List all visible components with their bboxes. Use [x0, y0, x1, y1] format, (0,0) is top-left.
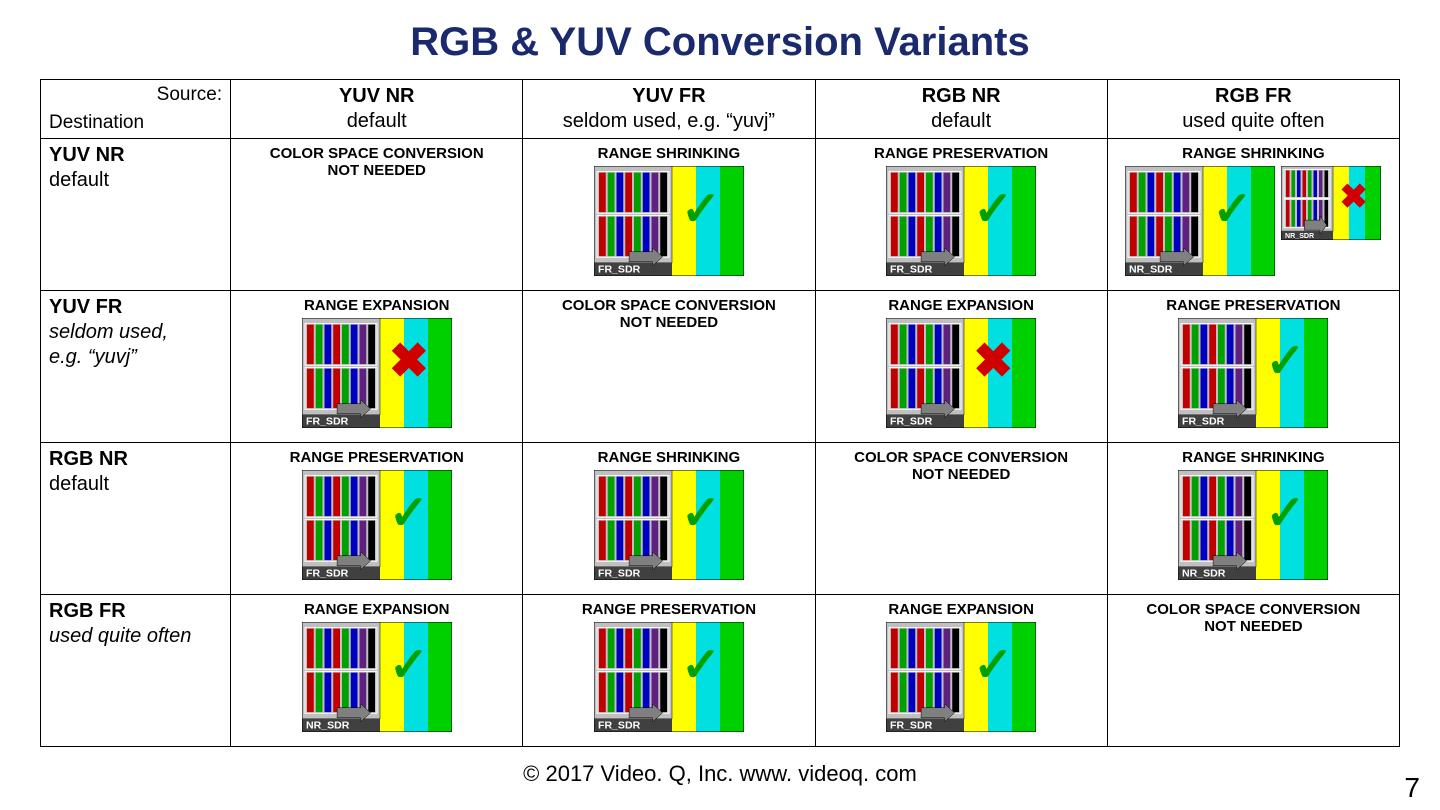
cell-label: RANGE EXPANSION	[824, 599, 1099, 618]
cell-label: COLOR SPACE CONVERSIONNOT NEEDED	[824, 447, 1099, 484]
conversion-table: Source: Destination YUV NRdefault YUV FR…	[40, 79, 1400, 747]
thumb: FR_SDR ✓	[594, 166, 744, 281]
cell-label: RANGE EXPANSION	[239, 599, 514, 618]
svg-text:NR_SDR: NR_SDR	[1129, 264, 1173, 276]
cell-label: RANGE PRESERVATION	[824, 143, 1099, 162]
cell-label: RANGE SHRINKING	[531, 447, 806, 466]
col-head-1: YUV FRseldom used, e.g. “yuvj”	[523, 80, 815, 139]
thumb: FR_SDR ✖	[886, 318, 1036, 433]
check-icon: ✓	[1212, 186, 1252, 234]
svg-text:NR_SDR: NR_SDR	[306, 720, 350, 732]
thumb: NR_SDR ✓	[1125, 166, 1275, 281]
thumb: NR_SDR ✖	[1281, 166, 1381, 245]
cell-label: RANGE PRESERVATION	[531, 599, 806, 618]
cell-1-2: RANGE EXPANSION FR_SDR ✖	[815, 291, 1107, 443]
cell-label: RANGE PRESERVATION	[239, 447, 514, 466]
col-head-0: YUV NRdefault	[231, 80, 523, 139]
check-icon: ✓	[1265, 490, 1305, 538]
svg-text:FR_SDR: FR_SDR	[598, 568, 641, 580]
check-icon: ✓	[681, 490, 721, 538]
corner-cell: Source: Destination	[41, 80, 231, 139]
row-head-2: RGB NRdefault	[41, 443, 231, 595]
cross-icon: ✖	[973, 338, 1013, 386]
svg-text:NR_SDR: NR_SDR	[1285, 232, 1314, 240]
thumb: FR_SDR ✓	[886, 622, 1036, 737]
svg-text:FR_SDR: FR_SDR	[306, 416, 349, 428]
svg-text:FR_SDR: FR_SDR	[1182, 416, 1225, 428]
cell-2-2: COLOR SPACE CONVERSIONNOT NEEDED	[815, 443, 1107, 595]
cell-label: RANGE EXPANSION	[824, 295, 1099, 314]
svg-text:FR_SDR: FR_SDR	[890, 720, 933, 732]
cell-3-3: COLOR SPACE CONVERSIONNOT NEEDED	[1107, 595, 1399, 747]
thumb: FR_SDR ✖	[302, 318, 452, 433]
svg-text:FR_SDR: FR_SDR	[890, 416, 933, 428]
check-icon: ✓	[973, 186, 1013, 234]
col-head-2: RGB NRdefault	[815, 80, 1107, 139]
thumb: FR_SDR ✓	[886, 166, 1036, 281]
cell-1-3: RANGE PRESERVATION FR_SDR ✓	[1107, 291, 1399, 443]
svg-text:FR_SDR: FR_SDR	[598, 720, 641, 732]
cross-icon: ✖	[389, 338, 429, 386]
cell-3-1: RANGE PRESERVATION FR_SDR ✓	[523, 595, 815, 747]
svg-text:FR_SDR: FR_SDR	[306, 568, 349, 580]
row-head-3: RGB FRused quite often	[41, 595, 231, 747]
cell-0-2: RANGE PRESERVATION FR_SDR ✓	[815, 139, 1107, 291]
source-label: Source:	[157, 84, 222, 106]
check-icon: ✓	[681, 186, 721, 234]
cell-2-3: RANGE SHRINKING NR_SDR ✓	[1107, 443, 1399, 595]
cell-label: COLOR SPACE CONVERSIONNOT NEEDED	[1116, 599, 1391, 636]
row-head-0: YUV NRdefault	[41, 139, 231, 291]
check-icon: ✓	[681, 642, 721, 690]
check-icon: ✓	[973, 642, 1013, 690]
cell-label: RANGE EXPANSION	[239, 295, 514, 314]
page-title: RGB & YUV Conversion Variants	[0, 0, 1440, 79]
cell-3-0: RANGE EXPANSION NR_SDR ✓	[231, 595, 523, 747]
thumb: FR_SDR ✓	[594, 622, 744, 737]
cell-label: RANGE SHRINKING	[1116, 143, 1391, 162]
destination-label: Destination	[49, 112, 144, 134]
cell-0-1: RANGE SHRINKING FR_SDR ✓	[523, 139, 815, 291]
cell-label: RANGE SHRINKING	[1116, 447, 1391, 466]
svg-text:NR_SDR: NR_SDR	[1182, 568, 1226, 580]
check-icon: ✓	[1265, 338, 1305, 386]
cell-2-0: RANGE PRESERVATION FR_SDR ✓	[231, 443, 523, 595]
thumb: FR_SDR ✓	[1178, 318, 1328, 433]
page-number: 7	[1404, 772, 1420, 804]
thumb: FR_SDR ✓	[302, 470, 452, 585]
cell-label: COLOR SPACE CONVERSIONNOT NEEDED	[531, 295, 806, 332]
cell-label: COLOR SPACE CONVERSIONNOT NEEDED	[239, 143, 514, 180]
thumb: FR_SDR ✓	[594, 470, 744, 585]
cell-3-2: RANGE EXPANSION FR_SDR ✓	[815, 595, 1107, 747]
thumb: NR_SDR ✓	[1178, 470, 1328, 585]
footer-copyright: © 2017 Video. Q, Inc. www. videoq. com	[0, 761, 1440, 787]
cell-0-0: COLOR SPACE CONVERSIONNOT NEEDED	[231, 139, 523, 291]
cell-label: RANGE SHRINKING	[531, 143, 806, 162]
thumb: NR_SDR ✓	[302, 622, 452, 737]
cross-icon: ✖	[1339, 180, 1368, 214]
col-head-3: RGB FRused quite often	[1107, 80, 1399, 139]
cell-1-0: RANGE EXPANSION FR_SDR ✖	[231, 291, 523, 443]
cell-0-3: RANGE SHRINKING NR_SDR ✓ NR_SDR ✖	[1107, 139, 1399, 291]
check-icon: ✓	[389, 490, 429, 538]
svg-text:FR_SDR: FR_SDR	[890, 264, 933, 276]
check-icon: ✓	[389, 642, 429, 690]
row-head-1: YUV FRseldom used,e.g. “yuvj”	[41, 291, 231, 443]
cell-label: RANGE PRESERVATION	[1116, 295, 1391, 314]
svg-text:FR_SDR: FR_SDR	[598, 264, 641, 276]
cell-2-1: RANGE SHRINKING FR_SDR ✓	[523, 443, 815, 595]
cell-1-1: COLOR SPACE CONVERSIONNOT NEEDED	[523, 291, 815, 443]
